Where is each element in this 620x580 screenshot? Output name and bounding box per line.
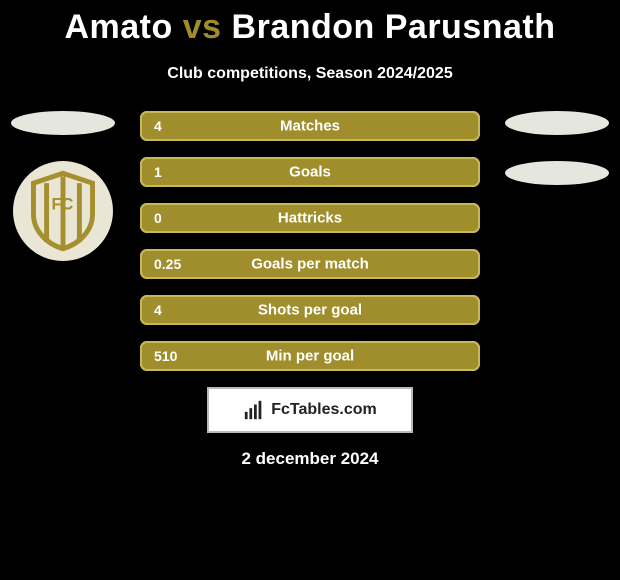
svg-text:FC: FC: [52, 195, 74, 213]
page-title: Amato vs Brandon Parusnath: [0, 0, 620, 47]
title-vs: vs: [183, 8, 222, 46]
stat-left-value: 0.25: [154, 256, 181, 272]
stat-label: Min per goal: [266, 348, 354, 365]
right-country-ellipse: [505, 111, 609, 135]
left-player-column: FC: [8, 111, 118, 261]
right-club-ellipse: [505, 161, 609, 185]
club-shield-icon: FC: [22, 170, 104, 252]
stat-label: Matches: [280, 118, 340, 135]
stat-left-value: 510: [154, 348, 177, 364]
stat-row: 0.25 Goals per match: [140, 249, 480, 279]
stat-left-value: 4: [154, 302, 162, 318]
fctables-logo-icon: [243, 399, 265, 421]
stat-left-value: 0: [154, 210, 162, 226]
left-club-logo: FC: [13, 161, 113, 261]
stat-left-value: 4: [154, 118, 162, 134]
comparison-stage: FC 4 Matches 1 Goals 0 Hattricks 0.25 Goals per…: [0, 111, 620, 371]
stat-bars: 4 Matches 1 Goals 0 Hattricks 0.25 Goals per ma…: [140, 111, 480, 371]
brand-text: FcTables.com: [271, 401, 377, 419]
right-player-column: [502, 111, 612, 211]
stat-left-value: 1: [154, 164, 162, 180]
stat-label: Goals: [289, 164, 331, 181]
stat-label: Shots per goal: [258, 302, 362, 319]
brand-box[interactable]: FcTables.com: [207, 387, 413, 433]
stat-row: 4 Shots per goal: [140, 295, 480, 325]
stat-row: 4 Matches: [140, 111, 480, 141]
stat-label: Goals per match: [251, 256, 369, 273]
left-country-ellipse: [11, 111, 115, 135]
title-player2: Brandon Parusnath: [232, 8, 556, 46]
title-player1: Amato: [64, 8, 172, 46]
stat-row: 1 Goals: [140, 157, 480, 187]
footer-date: 2 december 2024: [0, 449, 620, 469]
stat-label: Hattricks: [278, 210, 342, 227]
stat-row: 510 Min per goal: [140, 341, 480, 371]
subtitle: Club competitions, Season 2024/2025: [0, 65, 620, 83]
stat-row: 0 Hattricks: [140, 203, 480, 233]
